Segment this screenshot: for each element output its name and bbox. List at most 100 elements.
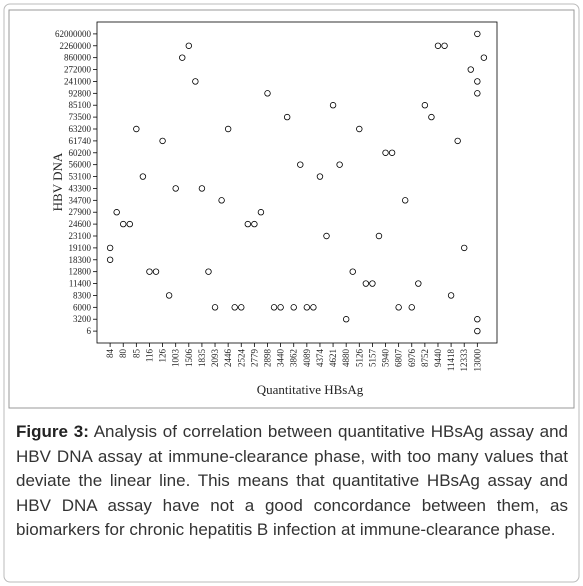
y-tick-label: 61740 bbox=[69, 136, 92, 146]
point bbox=[362, 280, 370, 287]
chart-border bbox=[8, 9, 575, 409]
point bbox=[461, 244, 468, 252]
x-tick-label: 12333 bbox=[459, 349, 469, 372]
y-tick-label: 92800 bbox=[69, 88, 92, 98]
point bbox=[185, 42, 193, 49]
x-tick-label: 5940 bbox=[381, 349, 391, 368]
x-tick-label: 2898 bbox=[262, 349, 272, 368]
x-tick-label: 4880 bbox=[341, 349, 351, 368]
point bbox=[283, 113, 291, 121]
point bbox=[454, 137, 461, 145]
point bbox=[342, 316, 350, 323]
point bbox=[303, 304, 311, 311]
point bbox=[349, 268, 356, 275]
x-tick-label: 1003 bbox=[171, 349, 181, 368]
point bbox=[395, 304, 402, 311]
point bbox=[474, 316, 481, 323]
x-tick-label: 4621 bbox=[328, 349, 338, 367]
point bbox=[375, 232, 383, 240]
y-tick-label: 241000 bbox=[64, 76, 92, 86]
point bbox=[316, 173, 324, 180]
x-tick-label: 11418 bbox=[446, 349, 456, 372]
y-tick-label: 2260000 bbox=[60, 41, 92, 51]
x-tick-label: 4374 bbox=[315, 349, 325, 368]
point bbox=[205, 268, 212, 275]
x-tick-label: 116 bbox=[144, 349, 154, 363]
point bbox=[126, 220, 133, 228]
point bbox=[441, 42, 448, 49]
x-axis-label: Quantitative HBsAg bbox=[257, 382, 364, 397]
point bbox=[329, 102, 337, 109]
y-tick-label: 62000000 bbox=[55, 29, 92, 39]
x-tick-label: 3440 bbox=[276, 349, 286, 368]
y-tick-label: 8300 bbox=[73, 290, 92, 300]
point bbox=[382, 149, 389, 156]
point bbox=[270, 304, 278, 311]
y-tick-label: 53100 bbox=[69, 172, 92, 182]
x-tick-label: 3862 bbox=[289, 349, 299, 367]
point bbox=[224, 125, 232, 133]
x-tick-label: 2524 bbox=[236, 349, 246, 368]
x-tick-label: 2779 bbox=[249, 349, 259, 368]
point bbox=[474, 327, 481, 335]
point bbox=[238, 304, 245, 311]
point bbox=[139, 173, 147, 180]
y-tick-label: 272000 bbox=[64, 65, 92, 75]
point bbox=[421, 102, 429, 109]
x-tick-label: 2446 bbox=[223, 349, 233, 368]
point bbox=[113, 209, 120, 216]
y-tick-label: 63200 bbox=[69, 124, 92, 134]
point bbox=[297, 161, 304, 168]
x-tick-label: 5157 bbox=[367, 349, 377, 368]
y-tick-label: 34700 bbox=[69, 195, 92, 205]
y-axis-label: HBV DNA bbox=[50, 152, 65, 211]
x-tick-label: 1506 bbox=[184, 349, 194, 368]
point bbox=[467, 66, 474, 73]
y-tick-label: 43300 bbox=[69, 183, 92, 193]
point bbox=[257, 209, 265, 216]
point bbox=[264, 90, 271, 97]
point bbox=[277, 304, 284, 311]
y-tick-label: 73500 bbox=[69, 112, 92, 122]
caption: Figure 3: Analysis of correlation betwee… bbox=[16, 420, 568, 543]
plot-frame bbox=[96, 21, 498, 344]
point bbox=[198, 185, 206, 192]
outer-border bbox=[3, 3, 580, 583]
x-tick-label: 8752 bbox=[420, 349, 430, 367]
x-tick-label: 84 bbox=[105, 349, 115, 359]
point bbox=[415, 280, 422, 287]
point bbox=[447, 292, 455, 299]
y-tick-label: 11400 bbox=[69, 279, 92, 289]
y-tick-label: 23100 bbox=[69, 231, 92, 241]
point bbox=[146, 268, 153, 275]
point bbox=[211, 304, 219, 311]
y-tick-label: 27900 bbox=[69, 207, 92, 217]
point bbox=[323, 232, 330, 240]
y-tick-label: 24600 bbox=[69, 219, 92, 229]
y-tick-label: 19100 bbox=[69, 243, 92, 253]
x-tick-label: 126 bbox=[158, 349, 168, 363]
x-tick-label: 2093 bbox=[210, 349, 220, 368]
y-tick-label: 85100 bbox=[69, 100, 92, 110]
y-tick-label: 6 bbox=[87, 326, 92, 336]
point bbox=[474, 90, 481, 97]
point bbox=[244, 220, 252, 228]
point bbox=[152, 268, 160, 275]
x-tick-label: 80 bbox=[118, 349, 128, 359]
point bbox=[356, 125, 363, 133]
y-tick-label: 6000 bbox=[73, 302, 92, 312]
point bbox=[401, 197, 409, 204]
x-tick-label: 9440 bbox=[433, 349, 443, 368]
point bbox=[218, 197, 225, 204]
point bbox=[388, 149, 396, 156]
x-tick-label: 85 bbox=[131, 349, 141, 359]
point bbox=[159, 137, 166, 145]
point bbox=[192, 78, 199, 85]
point bbox=[231, 304, 238, 311]
point bbox=[106, 256, 114, 263]
x-tick-label: 4089 bbox=[302, 349, 312, 368]
point bbox=[428, 113, 435, 121]
point bbox=[474, 78, 481, 85]
point bbox=[369, 280, 376, 287]
